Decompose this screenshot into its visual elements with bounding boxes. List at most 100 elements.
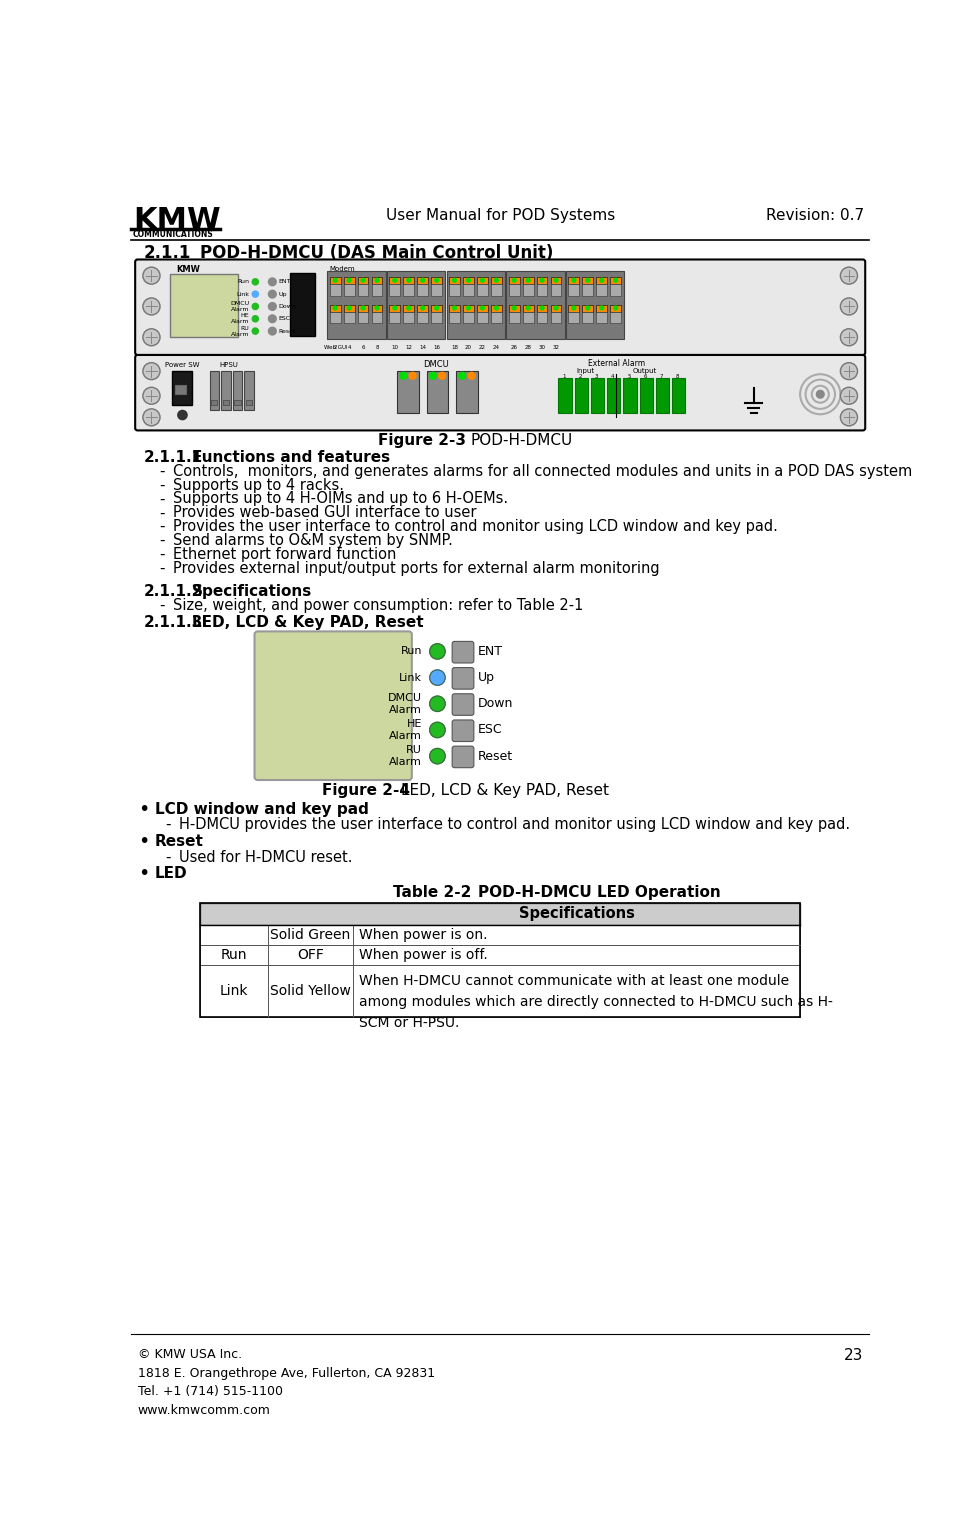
Circle shape — [347, 279, 351, 282]
Bar — [463, 283, 474, 296]
Text: 32: 32 — [552, 345, 559, 350]
Circle shape — [347, 306, 351, 310]
Circle shape — [540, 279, 544, 282]
Text: -: - — [166, 818, 171, 832]
Text: •: • — [138, 799, 149, 819]
Circle shape — [178, 410, 187, 419]
Bar — [477, 277, 488, 283]
Bar — [583, 311, 593, 323]
Text: Up: Up — [278, 291, 287, 297]
Circle shape — [421, 279, 425, 282]
Bar — [211, 400, 218, 405]
Bar — [330, 311, 341, 323]
Text: When power is off.: When power is off. — [359, 947, 488, 962]
Text: Ethernet port forward function: Ethernet port forward function — [173, 547, 396, 562]
Text: Specifications: Specifications — [191, 584, 312, 599]
Circle shape — [614, 306, 618, 310]
Bar — [290, 273, 315, 336]
Circle shape — [429, 748, 445, 764]
Bar — [491, 283, 502, 296]
Text: Input: Input — [577, 368, 594, 374]
Circle shape — [407, 279, 411, 282]
Circle shape — [268, 290, 276, 297]
Circle shape — [429, 670, 445, 685]
Text: -: - — [159, 561, 165, 576]
Text: Output: Output — [632, 368, 657, 374]
Bar — [447, 271, 505, 339]
Circle shape — [600, 306, 604, 310]
Text: 28: 28 — [525, 345, 532, 350]
Circle shape — [421, 306, 425, 310]
Bar — [449, 311, 460, 323]
Bar — [418, 283, 428, 296]
Text: Solid Green: Solid Green — [270, 927, 350, 942]
Text: External Alarm: External Alarm — [588, 359, 645, 368]
Bar — [246, 400, 252, 405]
Text: 3: 3 — [594, 374, 598, 379]
Text: 2: 2 — [578, 374, 582, 379]
Circle shape — [840, 408, 858, 425]
Circle shape — [480, 306, 484, 310]
Circle shape — [495, 306, 499, 310]
Bar — [199, 902, 800, 1016]
Bar — [583, 277, 593, 283]
Text: Table 2-2: Table 2-2 — [393, 885, 471, 899]
Bar — [372, 283, 383, 296]
Bar — [491, 277, 502, 283]
Text: 5: 5 — [628, 374, 630, 379]
Circle shape — [526, 306, 530, 310]
Bar — [463, 305, 474, 311]
Bar — [389, 277, 400, 283]
Text: Revision: 0.7: Revision: 0.7 — [766, 208, 865, 223]
Bar — [389, 311, 400, 323]
Text: 30: 30 — [539, 345, 546, 350]
Text: Link: Link — [220, 984, 248, 998]
Text: -: - — [159, 505, 165, 521]
Bar — [170, 274, 238, 337]
Text: Modem: Modem — [329, 266, 354, 271]
Bar — [491, 305, 502, 311]
Circle shape — [429, 696, 445, 711]
Circle shape — [840, 362, 858, 379]
Text: 22: 22 — [479, 345, 486, 350]
Circle shape — [361, 306, 365, 310]
Bar — [477, 311, 488, 323]
Text: When H-DMCU cannot communicate with at least one module
among modules which are : When H-DMCU cannot communicate with at l… — [359, 973, 834, 1030]
Bar — [403, 277, 414, 283]
Text: 2: 2 — [334, 345, 337, 350]
Text: HPSU: HPSU — [220, 362, 238, 368]
Text: RU
Alarm: RU Alarm — [389, 745, 422, 767]
Circle shape — [840, 328, 858, 345]
Circle shape — [268, 328, 276, 334]
Bar — [210, 371, 219, 410]
Circle shape — [268, 314, 276, 322]
Circle shape — [586, 279, 590, 282]
Bar — [357, 283, 369, 296]
Text: ENT: ENT — [477, 645, 503, 658]
Circle shape — [572, 279, 576, 282]
Circle shape — [252, 279, 259, 285]
Text: 24: 24 — [493, 345, 500, 350]
Circle shape — [375, 306, 379, 310]
Text: POD-H-DMCU: POD-H-DMCU — [470, 433, 573, 448]
Bar — [372, 277, 383, 283]
FancyBboxPatch shape — [452, 641, 474, 662]
Text: Reset: Reset — [154, 835, 203, 849]
Bar — [508, 283, 519, 296]
Circle shape — [816, 390, 824, 397]
Text: 6: 6 — [361, 345, 365, 350]
Circle shape — [453, 306, 457, 310]
Text: 2.1.1.1: 2.1.1.1 — [143, 450, 203, 465]
Circle shape — [434, 306, 438, 310]
Text: 6: 6 — [643, 374, 647, 379]
Text: Size, weight, and power consumption: refer to Table 2-1: Size, weight, and power consumption: ref… — [173, 598, 584, 613]
Circle shape — [840, 297, 858, 316]
Text: -: - — [159, 533, 165, 548]
Bar — [431, 311, 442, 323]
Bar — [550, 277, 561, 283]
Text: Down: Down — [278, 303, 297, 310]
Bar — [357, 311, 369, 323]
Circle shape — [252, 303, 259, 310]
Bar — [568, 305, 579, 311]
Text: 18: 18 — [451, 345, 458, 350]
